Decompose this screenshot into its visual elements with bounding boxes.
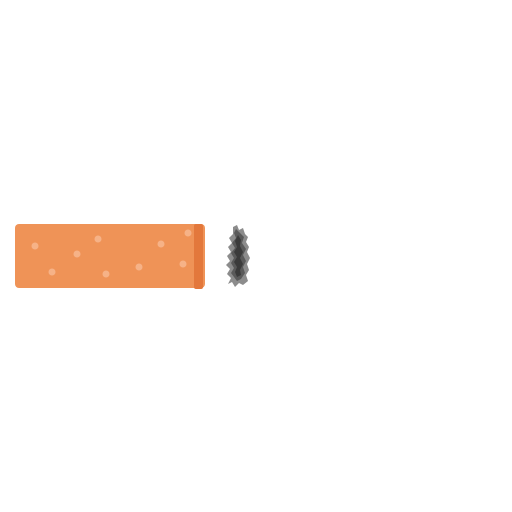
filter-edge <box>194 224 203 289</box>
speckle <box>184 229 192 237</box>
speckle <box>179 260 187 268</box>
speckle <box>157 240 165 248</box>
cigarette-filter-icon <box>15 224 205 289</box>
filter-speckles <box>31 229 192 278</box>
speckle <box>94 235 102 243</box>
speckle <box>102 270 110 278</box>
speckle <box>48 268 56 276</box>
speckle <box>31 242 39 250</box>
filter-body <box>15 224 205 288</box>
speckle <box>73 250 81 258</box>
ash-tip-icon <box>226 225 250 287</box>
speckle <box>135 263 143 271</box>
ash-core <box>234 235 243 277</box>
